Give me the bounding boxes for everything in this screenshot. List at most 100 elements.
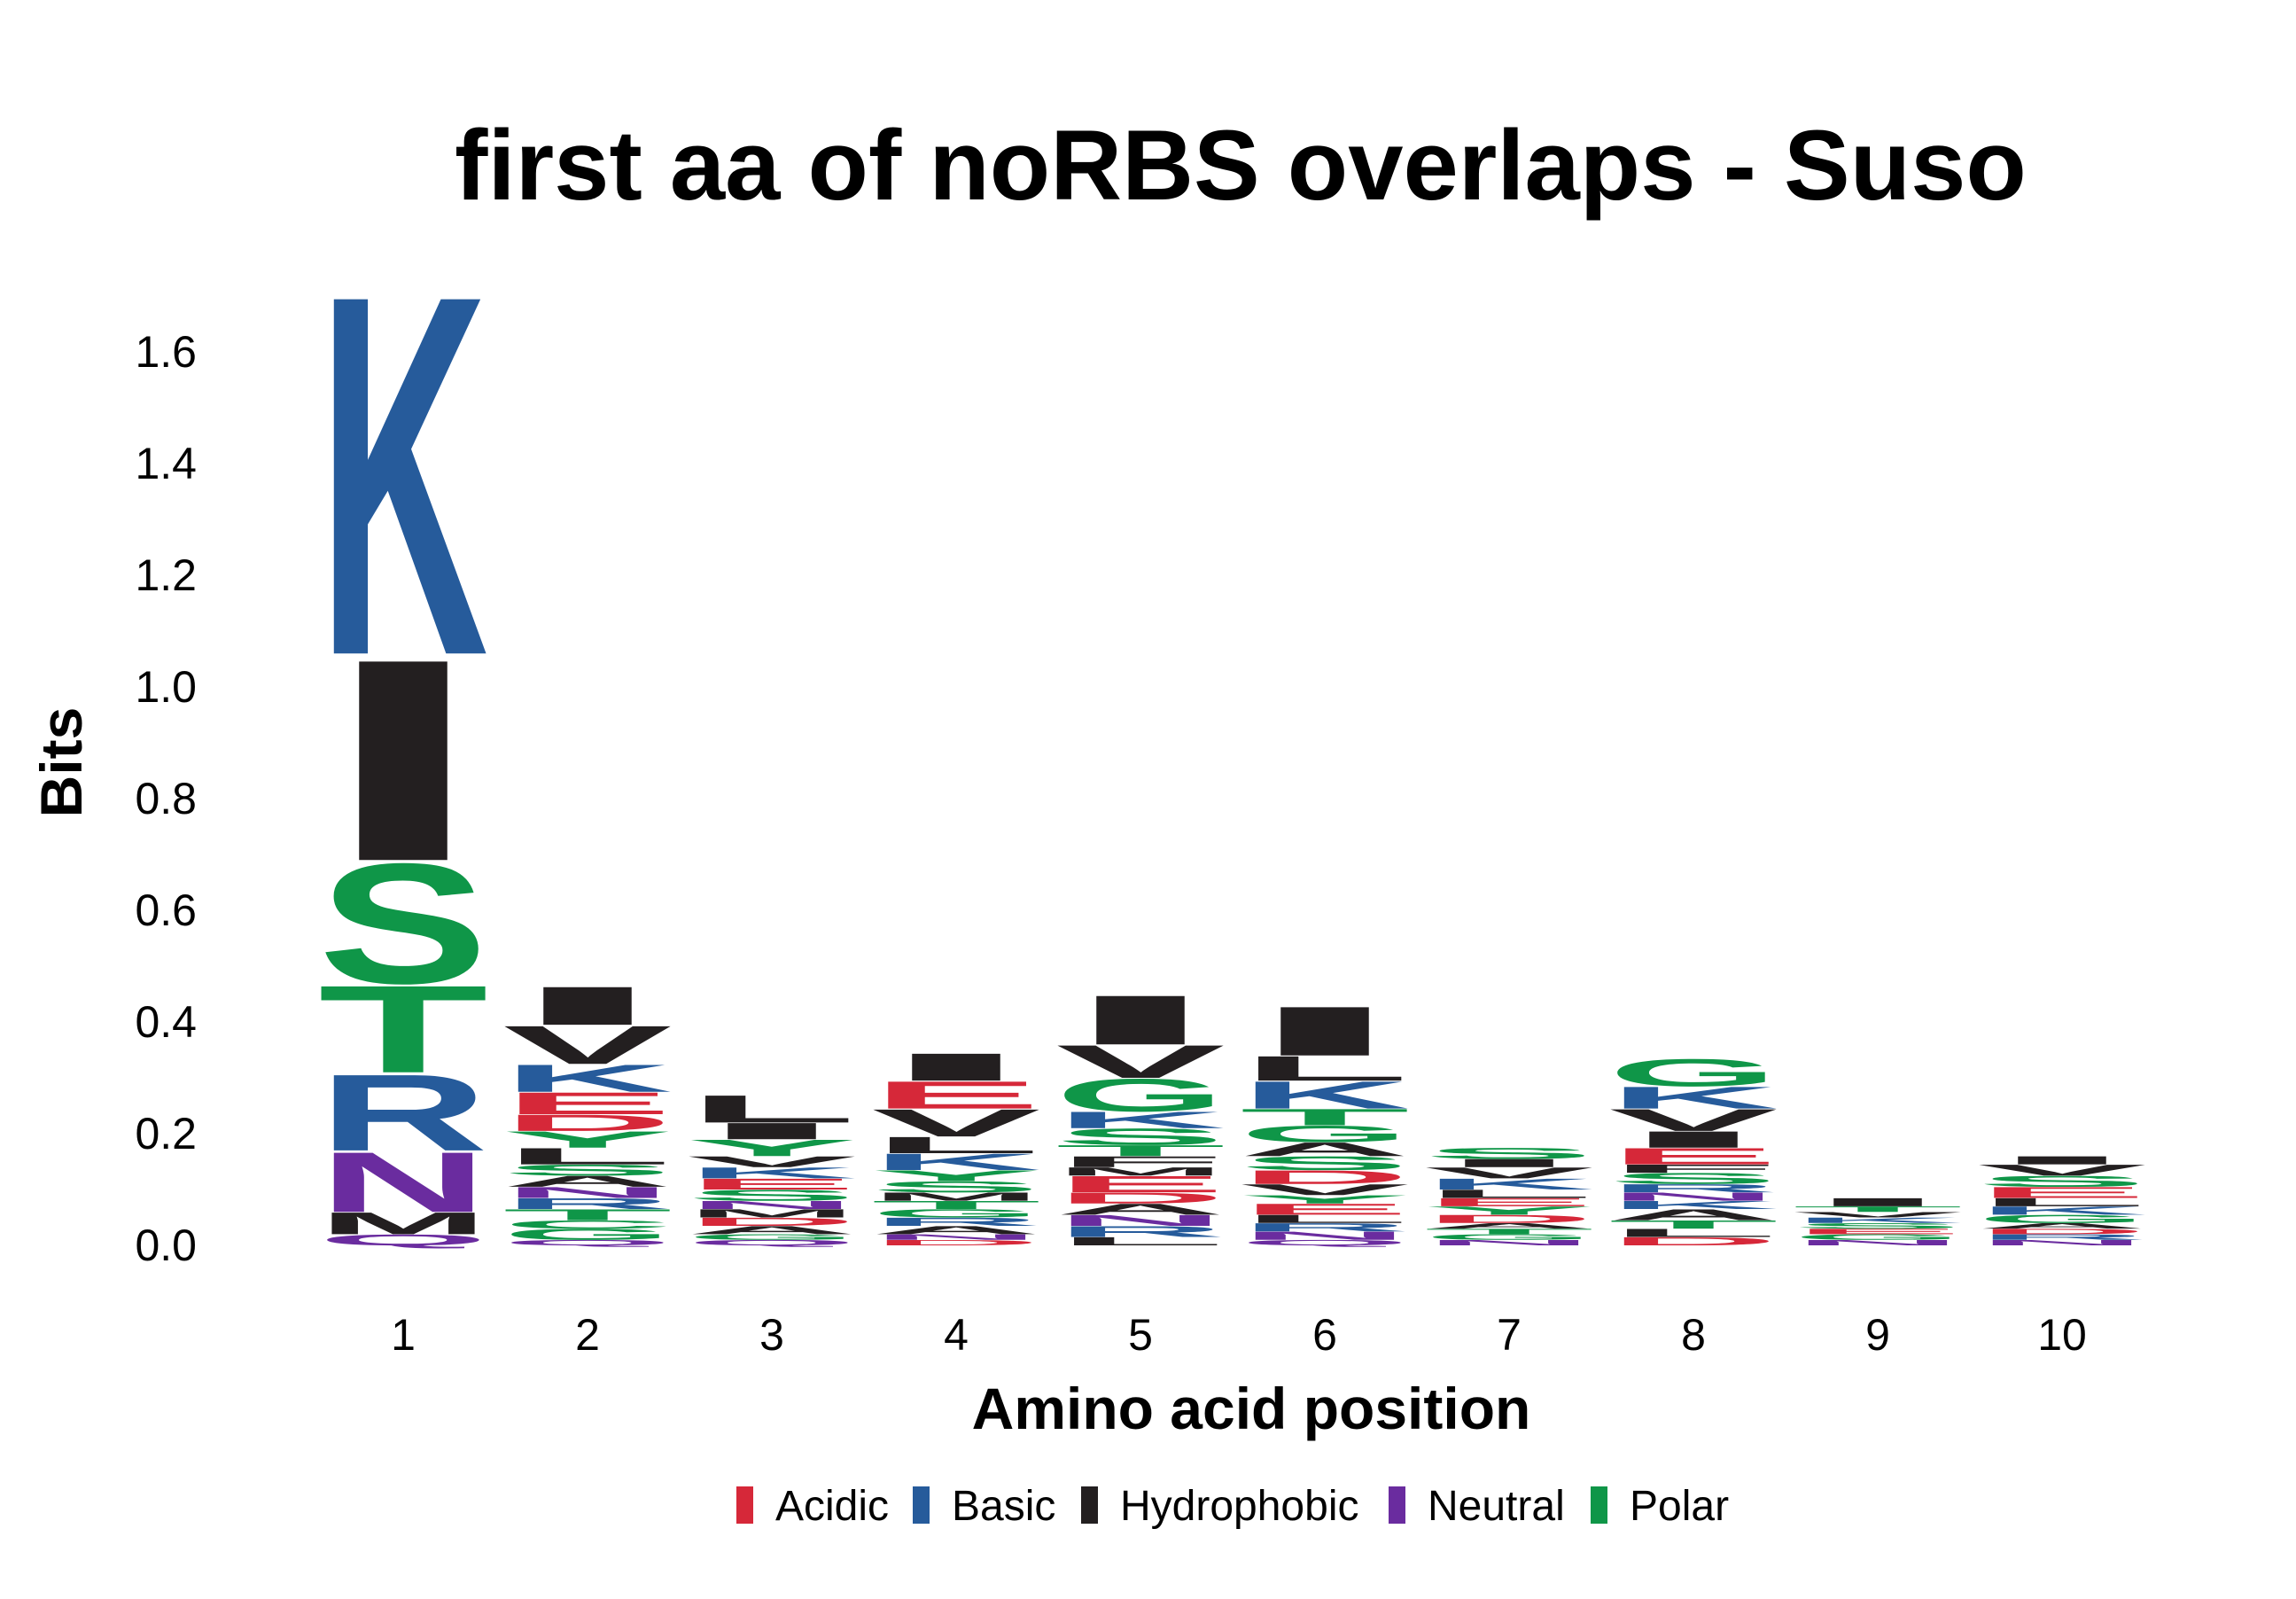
letter-e: E: [687, 1175, 857, 1193]
y-tick-label: 1.6: [135, 327, 197, 377]
x-tick-label: 4: [944, 1310, 969, 1360]
x-tick-label: 7: [1497, 1310, 1522, 1360]
legend-label: Polar: [1630, 1483, 1729, 1530]
legend-label: Basic: [952, 1483, 1055, 1530]
letter-f: F: [1608, 1162, 1778, 1175]
letter-r: R: [1055, 1223, 1226, 1241]
legend-swatch: [1591, 1486, 1607, 1524]
x-tick-label: 5: [1128, 1310, 1153, 1360]
y-tick-label: 0.8: [135, 774, 197, 823]
y-tick-label: 1.2: [135, 550, 197, 600]
logo-stacks: QMNRTSIKQGCTRNASLYDEKVIQGADMNSEKVYILDNAR…: [318, 187, 2147, 1249]
letter-l: L: [1608, 1227, 1778, 1240]
letter-n: N: [871, 1233, 1041, 1242]
x-tick-labels: 1 2 3 4 5 6 7 8 9 10: [391, 1310, 2087, 1360]
letter-s: S: [1608, 1170, 1778, 1188]
letter-g: G: [1793, 1233, 1963, 1242]
legend-swatch: [1389, 1486, 1405, 1524]
letter-g: G: [1240, 1121, 1410, 1147]
letter-i: I: [318, 599, 488, 922]
letter-t: T: [502, 1206, 673, 1224]
letter-k: K: [502, 1057, 673, 1100]
letter-i: I: [871, 1045, 1041, 1088]
letter-s: S: [318, 828, 488, 1019]
letter-g: G: [1424, 1233, 1594, 1242]
letter-v: V: [1977, 1161, 2146, 1179]
letter-i: I: [1240, 992, 1410, 1070]
letter-v: V: [502, 1014, 672, 1075]
x-tick-label: 3: [759, 1310, 784, 1360]
legend-label: Acidic: [775, 1483, 889, 1530]
x-tick-label: 1: [391, 1310, 416, 1360]
letter-n: N: [1055, 1212, 1226, 1229]
letter-l: L: [1240, 1049, 1410, 1088]
letter-i: I: [1608, 1127, 1778, 1152]
letter-k: K: [318, 187, 488, 762]
letter-c: C: [502, 1218, 673, 1231]
letter-n: N: [502, 1183, 673, 1201]
letter-k: K: [871, 1149, 1041, 1174]
letter-g: G: [871, 1207, 1041, 1221]
legend-label: Neutral: [1428, 1483, 1565, 1530]
letter-k: K: [1424, 1175, 1594, 1193]
letter-y: Y: [687, 1135, 857, 1160]
letter-m: M: [1055, 1165, 1226, 1178]
letter-n: N: [687, 1198, 857, 1212]
letter-s: S: [1055, 1124, 1226, 1150]
letter-n: N: [1793, 1238, 1963, 1247]
letter-v: V: [1424, 1165, 1593, 1182]
letter-a: A: [1608, 1206, 1778, 1224]
letter-l: L: [502, 1143, 673, 1169]
letter-s: S: [1793, 1221, 1963, 1230]
letter-d: D: [502, 1110, 673, 1135]
letter-y: Y: [871, 1167, 1041, 1185]
letter-k: K: [1608, 1198, 1778, 1212]
letter-d: D: [1055, 1190, 1226, 1207]
letter-r: R: [1977, 1233, 2147, 1242]
x-tick-label: 9: [1865, 1310, 1890, 1360]
letter-v: V: [1055, 1035, 1225, 1088]
letter-t: T: [1793, 1205, 1963, 1213]
letter-k: K: [1240, 1073, 1410, 1117]
letter-t: T: [871, 1198, 1041, 1212]
letter-i: I: [502, 975, 673, 1036]
letter-a: A: [1240, 1138, 1410, 1160]
letter-y: Y: [1240, 1193, 1410, 1206]
legend: Acidic Basic Hydrophobic Neutral Polar: [736, 1483, 1729, 1530]
letter-v: V: [1793, 1211, 1962, 1220]
letter-g: G: [502, 1226, 673, 1244]
letter-g: G: [1055, 1069, 1226, 1121]
letter-v: V: [687, 1153, 856, 1171]
letter-d: D: [687, 1215, 857, 1228]
letter-k: K: [687, 1164, 857, 1182]
x-axis-title: Amino acid position: [972, 1376, 1531, 1441]
legend-swatch: [736, 1486, 753, 1524]
letter-r: R: [871, 1215, 1041, 1228]
letter-y: Y: [502, 1127, 673, 1152]
letter-i: I: [1793, 1196, 1963, 1209]
letter-i: I: [687, 1118, 857, 1143]
x-tick-label: 8: [1681, 1310, 1706, 1360]
letter-r: R: [1608, 1182, 1778, 1195]
letter-l: L: [1424, 1188, 1594, 1201]
legend-swatch: [913, 1486, 930, 1524]
letter-r: R: [1240, 1221, 1410, 1234]
letter-a: A: [687, 1223, 857, 1236]
y-tick-labels: 0.0 0.2 0.4 0.6 0.8 1.0 1.2 1.4 1.6: [135, 327, 197, 1270]
letter-s: S: [1240, 1152, 1410, 1174]
letter-e: E: [502, 1086, 673, 1120]
letter-e: E: [1240, 1200, 1410, 1218]
letter-d: D: [871, 1238, 1041, 1247]
letter-m: M: [318, 1206, 488, 1241]
letter-e: E: [1977, 1184, 2147, 1202]
letter-a: A: [502, 1173, 673, 1190]
letter-s: S: [687, 1187, 857, 1205]
